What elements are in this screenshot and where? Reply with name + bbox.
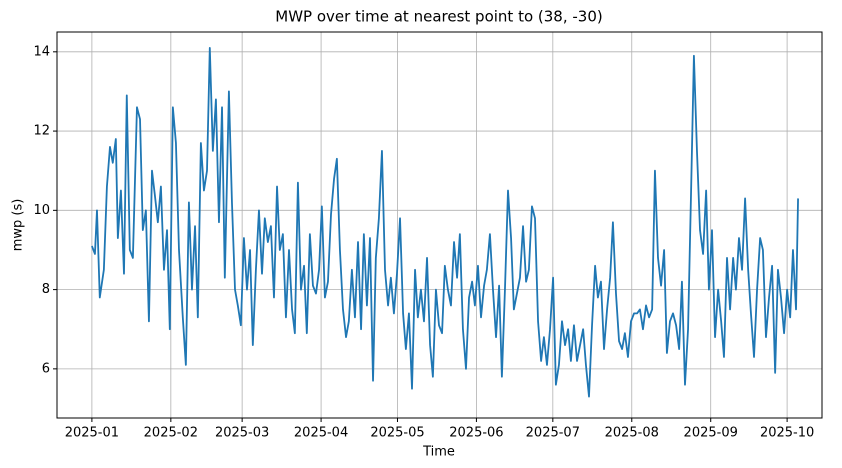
y-tick-label: 8 [42,282,50,297]
data-line [91,46,799,398]
x-tick-label: 2025-04 [294,426,348,441]
x-tick-label: 2025-06 [449,426,503,441]
x-tick-label: 2025-01 [65,426,119,441]
y-tick-label: 6 [42,361,50,376]
y-axis-label: mwp (s) [11,199,26,252]
x-tick-label: 2025-08 [605,426,659,441]
x-tick-label: 2025-02 [144,426,198,441]
y-tick-label: 14 [33,44,50,59]
x-axis-label: Time [422,445,455,460]
x-tick-label: 2025-09 [684,426,738,441]
x-tick-label: 2025-03 [215,426,269,441]
y-tick-label: 10 [33,203,50,218]
y-tick-label: 12 [33,124,50,139]
x-tick-label: 2025-05 [370,426,424,441]
x-tick-label: 2025-10 [760,426,814,441]
plot-frame [56,31,823,419]
x-tick-label: 2025-07 [526,426,580,441]
chart-title: MWP over time at nearest point to (38, -… [275,8,602,26]
